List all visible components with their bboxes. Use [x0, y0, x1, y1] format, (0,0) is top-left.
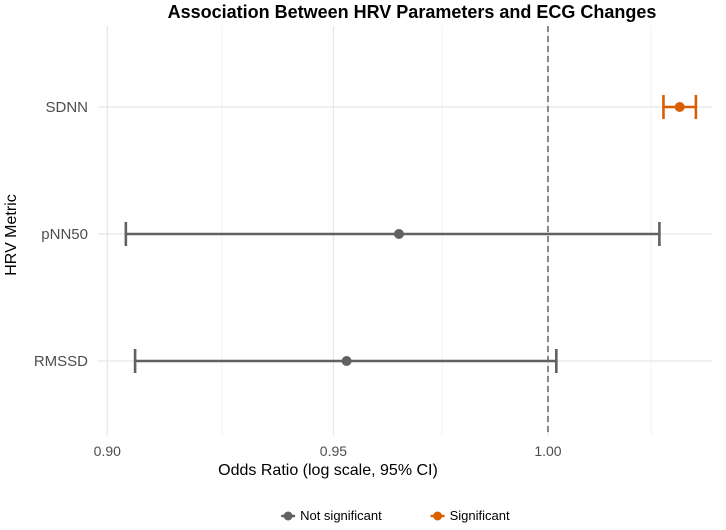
legend-marker-significant	[433, 511, 443, 521]
point-pnn50	[393, 229, 404, 239]
y-tick-label-rmssd: RMSSD	[34, 353, 88, 370]
x-tick-label-0.95: 0.95	[320, 443, 347, 459]
x-tick-label-0.90: 0.90	[94, 443, 121, 459]
y-tick-label-pnn50: pNN50	[41, 226, 88, 243]
y-axis-label: HRV Metric	[3, 194, 20, 276]
legend-label-significant: Significant	[450, 508, 510, 523]
point-rmssd	[341, 356, 352, 366]
plot-area: 0.90 0.95 1.00 SDNN pNN50 RMSSD	[34, 26, 712, 459]
x-axis-label: Odds Ratio (log scale, 95% CI)	[218, 462, 438, 479]
legend-label-not-significant: Not significant	[300, 508, 382, 523]
point-sdnn	[674, 102, 685, 112]
legend-marker-not-significant	[283, 511, 293, 521]
legend: Not significant Significant	[281, 508, 510, 523]
chart-title: Association Between HRV Parameters and E…	[168, 2, 657, 22]
y-tick-label-sdnn: SDNN	[45, 99, 88, 116]
x-tick-label-1.00: 1.00	[534, 443, 561, 459]
